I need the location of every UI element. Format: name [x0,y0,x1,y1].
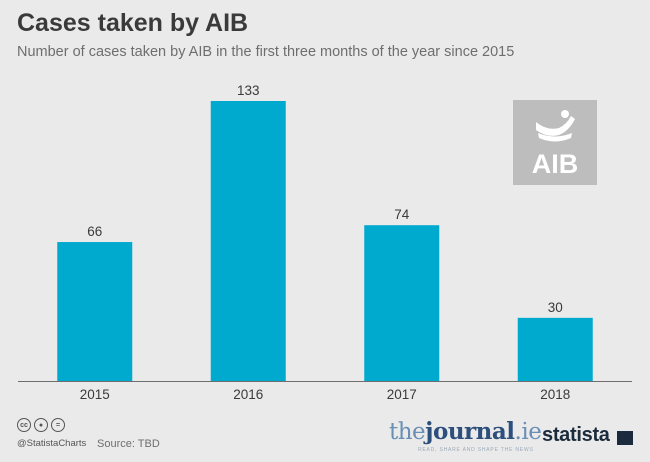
by-icon: ● [34,418,48,432]
x-tick-label-2015: 2015 [80,387,110,402]
data-label-2017: 74 [394,207,410,222]
aib-logo: AIB [513,100,597,185]
thejournal-main: journal [425,418,515,445]
data-label-2016: 133 [237,83,260,98]
statista-logo: statista [542,424,610,446]
data-label-2018: 30 [548,300,563,315]
x-tick-label-2017: 2017 [387,387,417,402]
statista-mark-icon [617,431,633,445]
bar-2015 [57,242,133,381]
bar-2018 [517,317,593,381]
thejournal-logo: thejournal.ie [389,418,542,445]
thejournal-prefix: the [389,419,426,445]
bar-2016 [210,101,286,381]
nd-icon: = [51,418,65,432]
data-label-2015: 66 [87,224,102,239]
aib-logo-text: AIB [532,149,579,179]
thejournal-tagline: READ, SHARE AND SHAPE THE NEWS [418,447,534,453]
chart-subtitle: Number of cases taken by AIB in the firs… [17,44,515,60]
statista-handle: @StatistaCharts [17,438,87,449]
cc-icon: cc [17,418,31,432]
thejournal-suffix: .ie [514,419,542,445]
x-tick-label-2018: 2018 [540,387,570,402]
source-label: Source: TBD [97,438,160,450]
bar-2017 [364,225,440,381]
x-tick-label-2016: 2016 [233,387,263,402]
license-icons: cc ● = [17,418,65,432]
chart-title: Cases taken by AIB [17,9,249,37]
aib-ark-logo-icon: AIB [532,110,579,179]
